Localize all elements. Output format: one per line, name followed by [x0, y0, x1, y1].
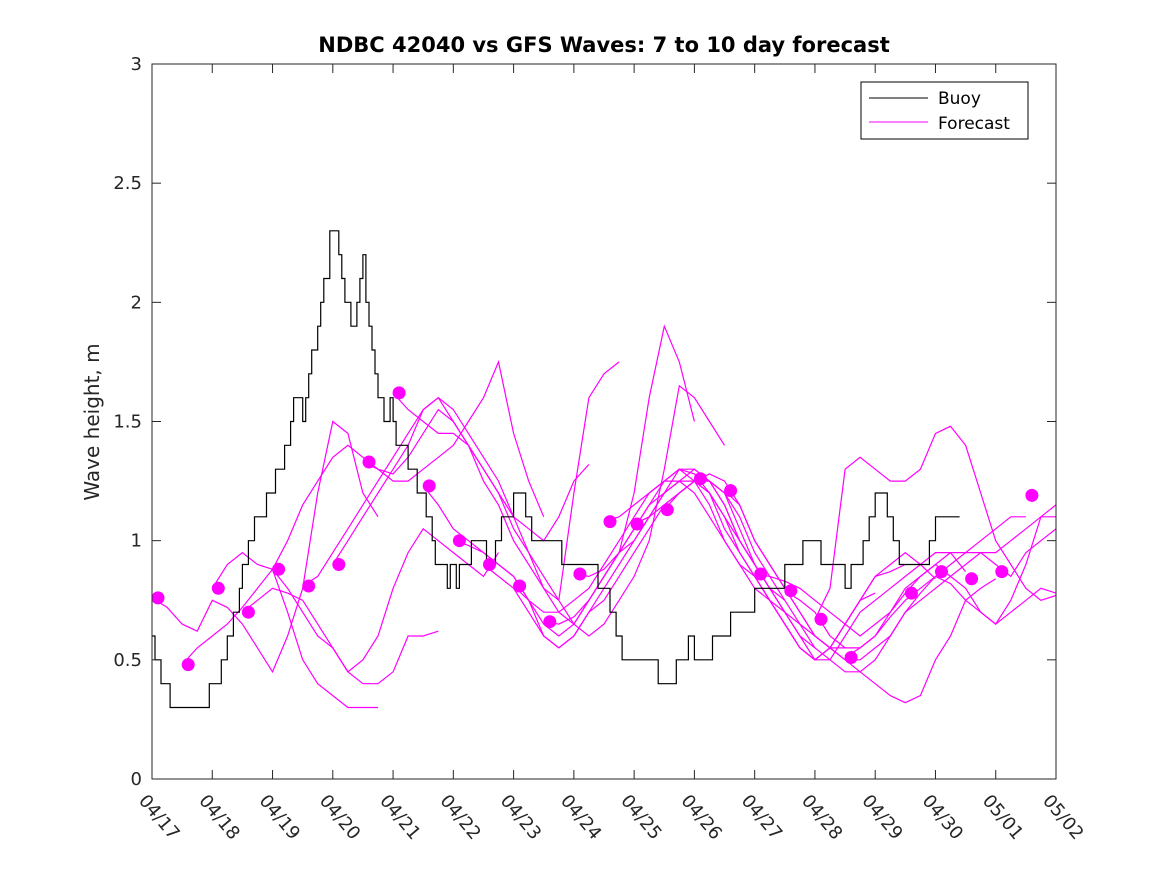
forecast-line-17 [633, 480, 967, 661]
forecast-point [302, 579, 316, 593]
forecast-point [392, 386, 406, 400]
forecast-line-8 [362, 324, 695, 625]
x-tick-label: 05/02 [1038, 791, 1087, 844]
forecast-line-6 [302, 396, 590, 587]
forecast-point [904, 586, 918, 600]
forecast-line-7 [332, 361, 620, 602]
plot-area [152, 230, 1056, 709]
y-tick-label: 1.5 [113, 412, 142, 433]
x-tick-label: 04/21 [375, 791, 424, 844]
forecast-point [754, 567, 768, 581]
forecast-line-10 [422, 468, 756, 637]
x-tick-label: 04/30 [918, 791, 967, 844]
forecast-line-11 [453, 468, 786, 649]
forecast-line-16 [603, 480, 936, 661]
forecast-point [784, 584, 798, 598]
x-tick-label: 04/17 [134, 791, 183, 844]
forecast-point [660, 503, 674, 517]
forecast-line-24 [844, 575, 1056, 659]
x-tick-label: 04/19 [255, 791, 304, 844]
forecast-line-19 [694, 478, 1026, 673]
x-tick-label: 04/23 [496, 791, 545, 844]
forecast-point [844, 651, 858, 664]
forecast-line-2 [181, 568, 378, 709]
x-tick-label: 04/25 [616, 791, 665, 844]
forecast-point [452, 534, 466, 548]
legend: Buoy Forecast [860, 81, 1029, 140]
x-tick-label: 04/29 [857, 791, 906, 844]
forecast-point [272, 562, 286, 576]
x-tick-label: 04/20 [315, 791, 364, 844]
x-tick-label: 05/01 [978, 791, 1027, 844]
x-tick-label: 04/27 [737, 791, 786, 844]
forecast-point [543, 615, 557, 629]
axes-box [151, 63, 1057, 780]
forecast-point [1025, 488, 1039, 502]
forecast-point [995, 565, 1009, 579]
x-tick-label: 04/28 [797, 791, 846, 844]
plot-contents [152, 230, 1056, 709]
forecast-point [630, 517, 644, 531]
forecast-line-4 [242, 527, 500, 673]
legend-forecast-label: Forecast [938, 114, 1010, 134]
forecast-point [152, 591, 165, 605]
x-tick-label: 04/18 [194, 791, 243, 844]
forecast-point [332, 558, 346, 571]
forecast-point [603, 515, 617, 529]
forecast-point [814, 612, 828, 626]
x-tick-label: 04/26 [677, 791, 726, 844]
chart-title: NDBC 42040 vs GFS Waves: 7 to 10 day for… [318, 33, 889, 57]
forecast-point [422, 479, 436, 493]
forecast-line-1 [152, 420, 379, 674]
y-tick-label: 3 [131, 54, 142, 75]
forecast-point [241, 605, 255, 619]
forecast-point [573, 567, 587, 581]
forecast-point [935, 565, 948, 579]
legend-box [860, 81, 1029, 140]
forecast-point [483, 558, 496, 571]
legend-buoy-label: Buoy [938, 89, 981, 109]
forecast-point [513, 579, 527, 593]
forecast-point [211, 581, 225, 595]
forecast-line-23 [814, 425, 1056, 620]
forecast-point [965, 572, 979, 586]
forecast-line-22 [784, 504, 1056, 649]
buoy-line [152, 230, 960, 709]
y-tick-label: 0 [131, 769, 142, 790]
x-tick-label: 04/22 [436, 791, 485, 844]
forecast-point [362, 455, 376, 469]
x-tick-label: 04/24 [556, 791, 605, 844]
forecast-line-5 [271, 359, 545, 570]
y-tick-label: 2 [131, 292, 142, 313]
forecast-line-3 [211, 551, 439, 685]
forecast-point [181, 658, 195, 672]
forecast-point [693, 472, 707, 486]
forecast-line-13 [513, 468, 846, 649]
forecast-point [724, 484, 738, 498]
y-tick-label: 1 [131, 531, 142, 552]
y-tick-label: 2.5 [113, 173, 142, 194]
forecast-line-9 [392, 384, 726, 637]
y-axis-label: Wave height, m [80, 343, 104, 500]
y-tick-label: 0.5 [113, 650, 142, 671]
